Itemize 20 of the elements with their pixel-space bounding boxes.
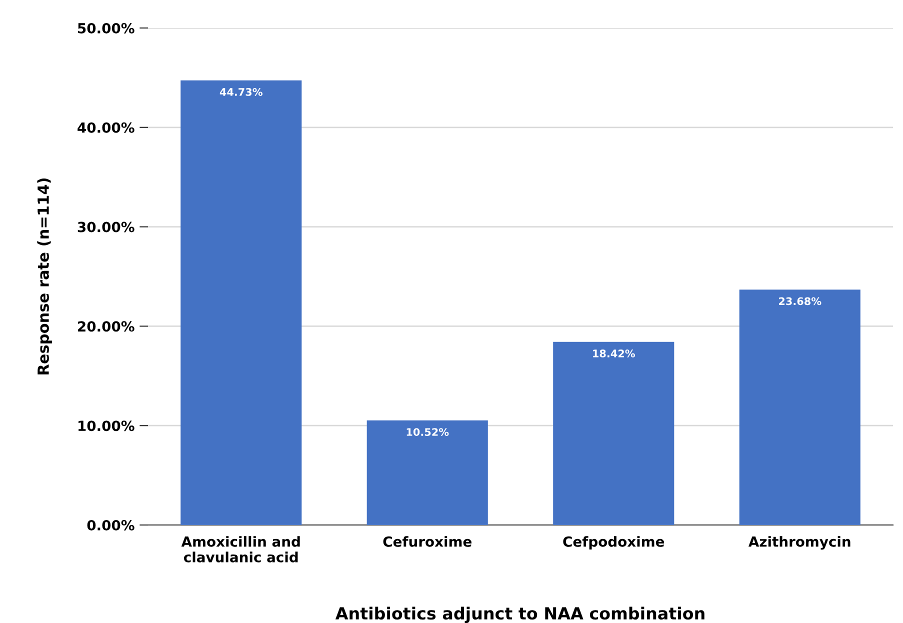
- y-tick-label: 30.00%: [78, 222, 134, 232]
- data-label: 10.52%: [406, 428, 449, 436]
- bar: [739, 290, 860, 525]
- y-tick-label: 20.00%: [78, 321, 134, 332]
- x-tick-label: Cefpodoxime: [563, 536, 664, 550]
- y-axis-title: Response rate (n=114): [37, 178, 52, 374]
- x-tick-label: Amoxicillin and clavulanic acid: [181, 536, 300, 562]
- bar: [180, 80, 302, 525]
- y-tick-label: 0.00%: [87, 520, 134, 530]
- data-label: 23.68%: [779, 297, 822, 306]
- data-label: 44.73%: [220, 88, 262, 96]
- x-tick-label: Cefuroxime: [383, 536, 472, 547]
- data-label: 18.42%: [593, 350, 635, 358]
- y-tick-label: 40.00%: [78, 122, 134, 133]
- x-axis-title: Antibiotics adjunct to NAA combination: [335, 606, 704, 623]
- y-tick-label: 50.00%: [78, 22, 134, 34]
- bar: [553, 342, 674, 525]
- bar: [366, 420, 488, 525]
- x-tick-label: Azithromycin: [748, 536, 850, 550]
- y-tick-label: 10.00%: [78, 420, 134, 432]
